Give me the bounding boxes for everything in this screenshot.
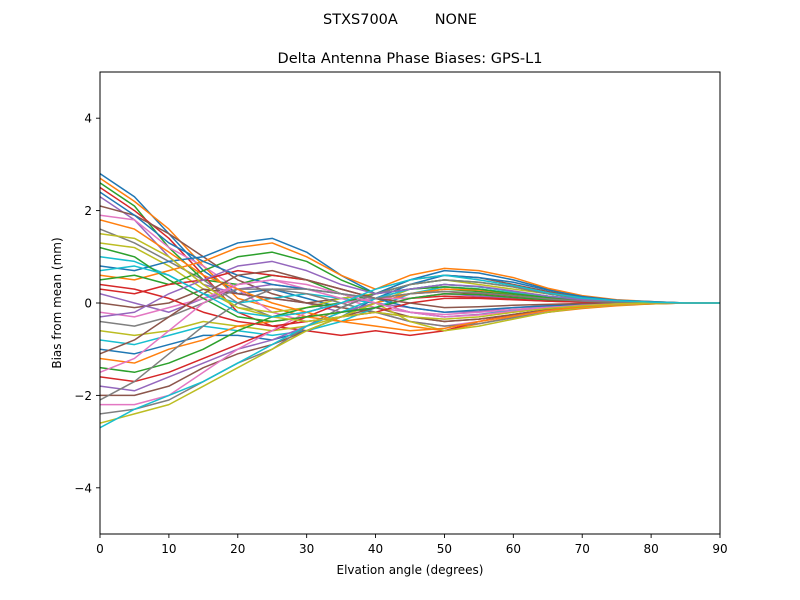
y-axis-ticks: −4 −2 0 2 4 — [74, 112, 100, 495]
x-tick-label: 0 — [96, 542, 104, 556]
y-axis-label: Bias from mean (mm) — [50, 237, 64, 368]
x-tick-label: 10 — [161, 542, 176, 556]
x-tick-label: 50 — [437, 542, 452, 556]
x-tick-label: 70 — [575, 542, 590, 556]
series-line-s39 — [100, 232, 720, 323]
y-tick-label: 2 — [84, 204, 92, 218]
x-tick-label: 30 — [299, 542, 314, 556]
x-tick-label: 60 — [506, 542, 521, 556]
series-group — [100, 173, 720, 429]
x-tick-label: 80 — [643, 542, 658, 556]
chart-suptitle: STXS700A NONE — [323, 12, 477, 28]
x-tick-label: 40 — [368, 542, 383, 556]
x-tick-label: 90 — [712, 542, 727, 556]
x-axis-label: Elvation angle (degrees) — [337, 563, 484, 577]
x-axis-ticks: 0 10 20 30 40 50 60 70 80 90 — [96, 534, 728, 556]
y-tick-label: 0 — [84, 297, 92, 311]
series-line-s38 — [100, 288, 720, 401]
y-tick-label: −4 — [74, 481, 92, 495]
y-tick-label: −2 — [74, 389, 92, 403]
chart-title: Delta Antenna Phase Biases: GPS-L1 — [278, 51, 543, 67]
series-line-s40 — [100, 265, 720, 318]
y-tick-label: 4 — [84, 112, 92, 126]
plot-frame — [99, 71, 721, 535]
x-tick-label: 20 — [230, 542, 245, 556]
